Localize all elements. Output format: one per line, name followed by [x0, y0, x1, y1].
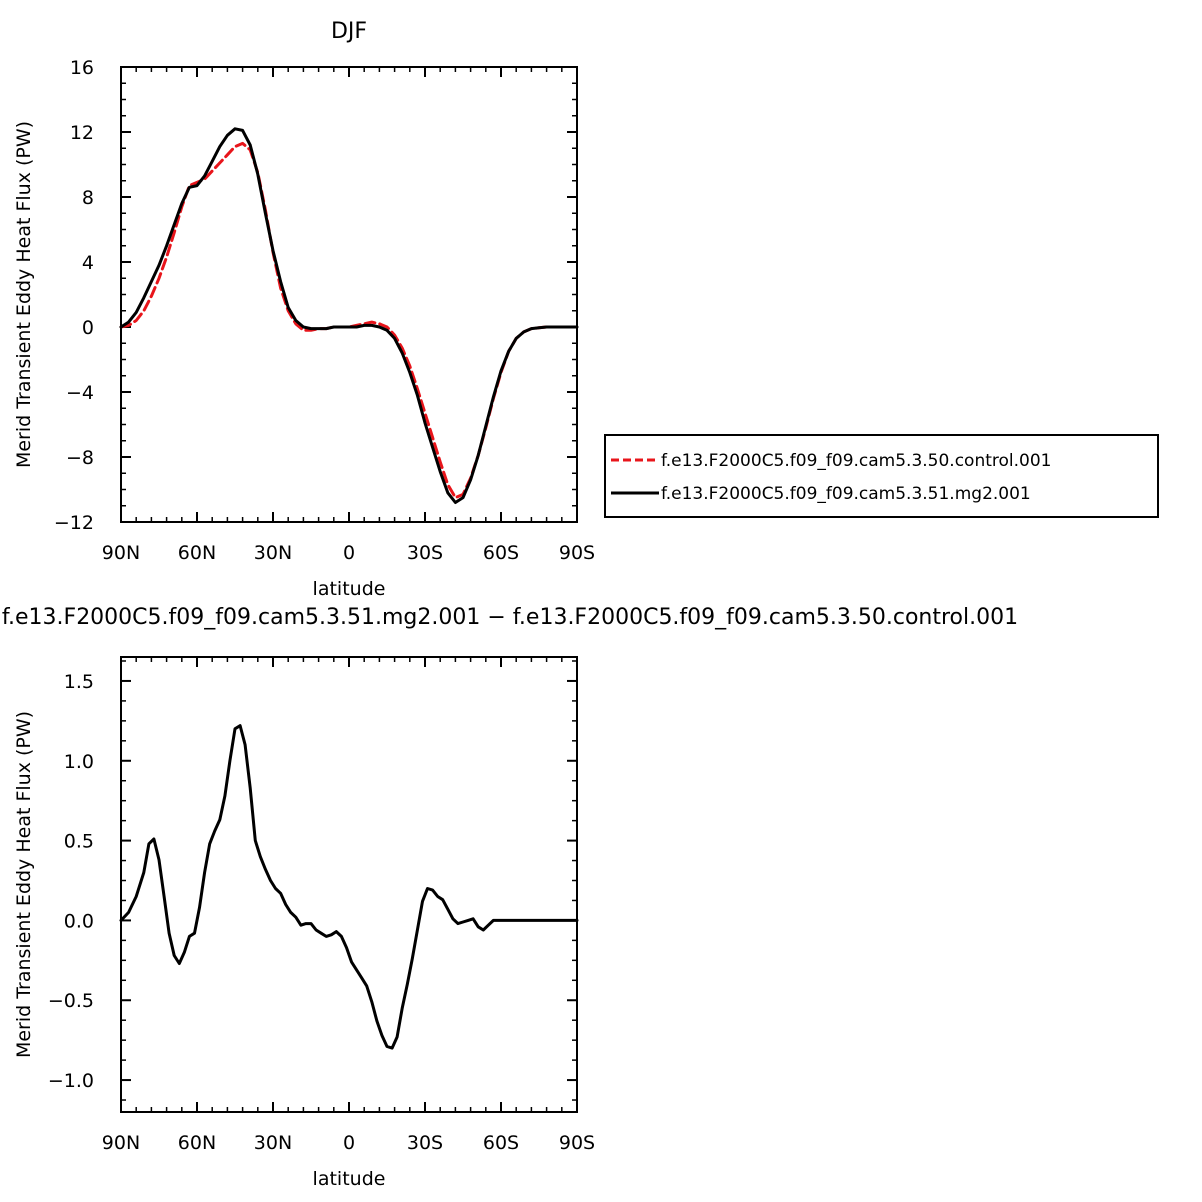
legend-box: [604, 434, 1159, 518]
y-tick-label: −4: [66, 382, 94, 404]
y-tick-label: 0.0: [64, 910, 94, 932]
series-line-1: [119, 141, 579, 500]
chart-title: f.e13.F2000C5.f09_f09.cam5.3.51.mg2.001 …: [2, 605, 1018, 630]
y-tick-label: 8: [82, 187, 94, 209]
x-tick-label: 90S: [559, 542, 595, 564]
y-tick-label: 12: [70, 122, 94, 144]
y-tick-label: −0.5: [48, 990, 94, 1012]
x-axis-label: latitude: [313, 578, 386, 600]
x-tick-label: 0: [343, 1132, 355, 1154]
legend-label-2: f.e13.F2000C5.f09_f09.cam5.3.51.mg2.001: [661, 484, 1031, 504]
y-tick-label: 16: [70, 57, 94, 79]
series-line-2: [119, 127, 579, 504]
legend-label-1: f.e13.F2000C5.f09_f09.cam5.3.50.control.…: [661, 451, 1052, 471]
x-tick-label: 30N: [254, 1132, 292, 1154]
chart-panel-1: DJF 90N 60N 30N 0 30S 60S 90S −12 −8 −4 0 4 8 12 16 lati…: [13, 19, 1159, 600]
x-tick-label: 90N: [102, 1132, 140, 1154]
y-axis-label: Merid Transient Eddy Heat Flux (PW): [13, 121, 35, 468]
plot-frame: [120, 66, 578, 523]
x-axis-label: latitude: [313, 1168, 386, 1190]
x-tick-label: 60S: [483, 542, 519, 564]
series-line-1: [119, 724, 579, 1050]
x-tick-label: 90S: [559, 1132, 595, 1154]
y-tick-label: −12: [54, 512, 94, 534]
x-tick-label: 30S: [407, 542, 443, 564]
plot-frame: [120, 656, 578, 1113]
x-tick-label: 90N: [102, 542, 140, 564]
y-tick-label: 0: [82, 317, 94, 339]
x-tick-label: 0: [343, 542, 355, 564]
y-tick-label: 4: [82, 252, 94, 274]
y-axis-label: Merid Transient Eddy Heat Flux (PW): [13, 711, 35, 1058]
x-tick-label: 30N: [254, 542, 292, 564]
x-tick-label: 60S: [483, 1132, 519, 1154]
x-tick-label: 30S: [407, 1132, 443, 1154]
chart-title: DJF: [331, 19, 367, 44]
legend: f.e13.F2000C5.f09_f09.cam5.3.50.control.…: [604, 434, 1159, 518]
chart-panel-2: f.e13.F2000C5.f09_f09.cam5.3.51.mg2.001 …: [2, 605, 1018, 1190]
y-tick-label: −1.0: [48, 1070, 94, 1092]
x-tick-label: 60N: [178, 542, 216, 564]
y-tick-label: 1.0: [64, 751, 94, 773]
x-tick-label: 60N: [178, 1132, 216, 1154]
y-tick-label: 1.5: [64, 671, 94, 693]
y-tick-label: 0.5: [64, 831, 94, 853]
y-tick-label: −8: [66, 447, 94, 469]
